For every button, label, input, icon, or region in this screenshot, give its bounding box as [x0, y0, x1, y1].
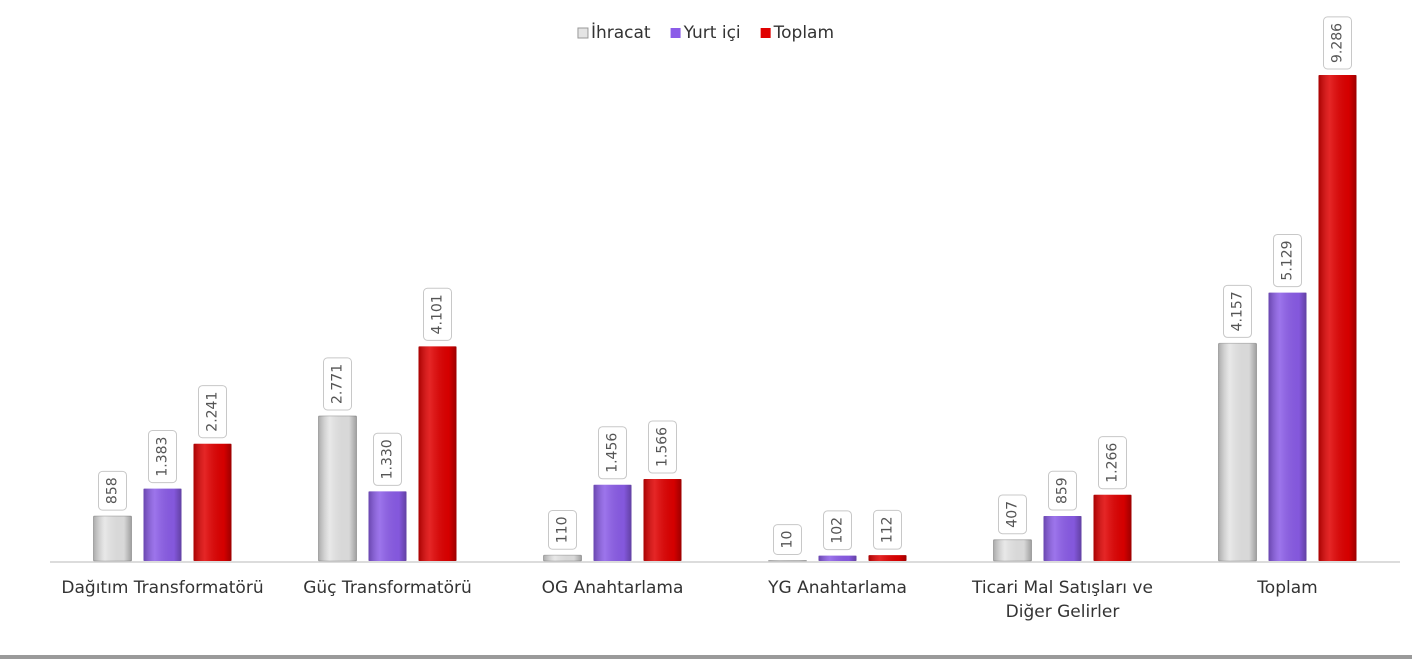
data-label: 1.456	[598, 426, 627, 480]
data-label-text: 10	[780, 531, 796, 549]
bar-shade	[143, 488, 182, 561]
bar-shade	[593, 484, 632, 561]
data-label: 859	[1048, 470, 1077, 511]
bar-shade	[93, 516, 132, 561]
data-label-text: 102	[830, 517, 846, 544]
data-label-box	[648, 420, 677, 474]
data-label-text: 5.129	[1280, 240, 1296, 280]
data-label-box	[598, 426, 627, 480]
data-label-box	[323, 357, 352, 411]
data-label-text: 112	[880, 516, 896, 543]
bar-shade	[1268, 292, 1307, 561]
data-label-text: 858	[105, 477, 121, 504]
bar-shade	[1318, 75, 1357, 561]
legend: İhracat Yurt içi Toplam	[577, 22, 834, 43]
bar-shade	[1093, 494, 1132, 561]
x-tick-label: Güç Transformatörü	[303, 578, 472, 598]
bar-shade	[543, 555, 582, 561]
data-label-text: 4.157	[1230, 291, 1246, 331]
data-label: 1.383	[148, 430, 177, 484]
data-label: 5.129	[1273, 233, 1302, 288]
data-label-text: 1.456	[605, 433, 621, 473]
bar-shade	[643, 479, 682, 561]
data-label-box	[1048, 470, 1077, 511]
bar-shade	[193, 443, 232, 561]
x-tick-label: OG Anahtarlama	[541, 578, 684, 598]
x-tick-label: Dağıtım Transformatörü	[61, 578, 264, 598]
data-label-box	[773, 524, 802, 555]
bar-shade	[818, 555, 857, 561]
data-label-text: 859	[1055, 477, 1071, 504]
legend-label: İhracat	[591, 22, 651, 43]
data-label: 1.566	[648, 420, 677, 474]
legend-label: Yurt içi	[683, 23, 741, 43]
data-label: 110	[548, 510, 577, 550]
x-tick-label: Toplam	[1257, 578, 1318, 598]
bar-shade	[368, 491, 407, 561]
x-tick-label: Ticari Mal Satışları ve Diğer Gelirler	[972, 578, 1153, 622]
data-label-text: 1.566	[655, 427, 671, 467]
data-label-text: 110	[555, 517, 571, 544]
x-tick-label: YG Anahtarlama	[768, 578, 907, 598]
data-label-text: 1.383	[155, 437, 171, 477]
bar-shade	[868, 555, 907, 561]
data-label: 407	[998, 494, 1027, 535]
data-label: 2.241	[198, 385, 227, 439]
legend-swatch	[577, 27, 589, 39]
data-label-box	[148, 430, 177, 484]
data-label: 4.157	[1223, 284, 1252, 338]
data-label-text: 2.771	[330, 364, 346, 404]
data-label-box	[1223, 284, 1252, 338]
data-label-box	[1323, 16, 1352, 70]
data-label-text: 407	[1005, 501, 1021, 528]
data-label-box	[873, 509, 902, 550]
data-label-box	[1273, 233, 1302, 288]
bar-shade	[1043, 516, 1082, 561]
data-label: 2.771	[323, 357, 352, 411]
data-label-box	[998, 494, 1027, 535]
data-label-box	[198, 385, 227, 439]
data-label-box	[1098, 436, 1127, 490]
data-label: 858	[98, 470, 127, 511]
data-label: 10	[773, 524, 802, 555]
data-label: 9.286	[1323, 16, 1352, 70]
data-label-box	[98, 470, 127, 511]
data-label-text: 4.101	[430, 294, 446, 334]
data-label-text: 1.330	[380, 439, 396, 479]
bottom-rule	[0, 655, 1412, 659]
data-label-box	[373, 432, 402, 486]
data-label: 102	[823, 510, 852, 551]
legend-swatch	[760, 28, 771, 38]
data-label-box	[823, 510, 852, 551]
legend-swatch	[670, 28, 681, 38]
data-label: 1.266	[1098, 436, 1127, 490]
bar-shade	[1218, 343, 1257, 561]
data-label-text: 1.266	[1105, 443, 1121, 483]
data-label: 4.101	[423, 287, 452, 341]
bar-shade	[418, 346, 457, 561]
data-label-box	[423, 287, 452, 341]
bar-shade	[768, 560, 807, 561]
data-label-text: 9.286	[1330, 23, 1346, 63]
data-label: 112	[873, 509, 902, 550]
legend-label: Toplam	[773, 23, 834, 43]
data-label-box	[548, 510, 577, 550]
bar-shade	[993, 539, 1032, 561]
data-label: 1.330	[373, 432, 402, 486]
bar-shade	[318, 415, 357, 561]
data-label-text: 2.241	[205, 392, 221, 432]
